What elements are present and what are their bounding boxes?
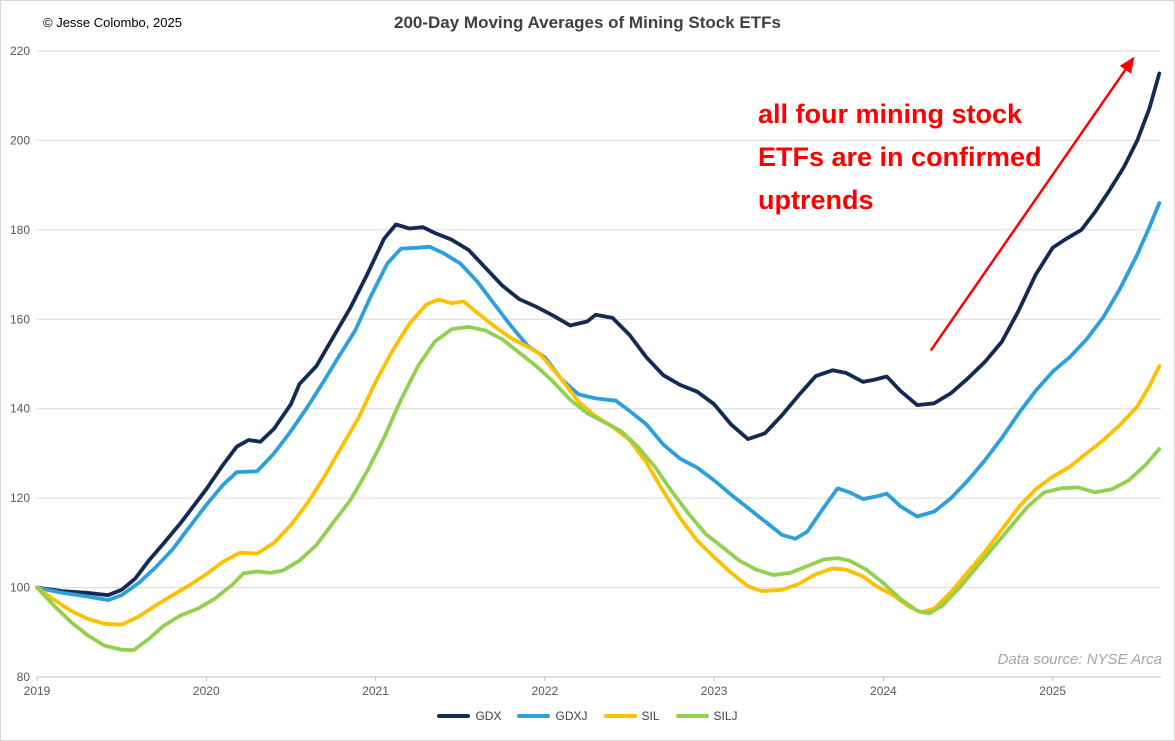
legend-swatch-sil (603, 714, 637, 718)
legend-label: GDXJ (555, 709, 588, 723)
series-line-silj (35, 324, 1162, 653)
legend-item-sil: SIL (603, 709, 660, 723)
x-tick-label: 2019 (24, 684, 51, 698)
copyright-note: © Jesse Colombo, 2025 (43, 15, 182, 30)
y-tick-label: 120 (10, 491, 30, 505)
y-tick-label: 100 (10, 581, 30, 595)
x-tick-label: 2022 (531, 684, 558, 698)
legend-item-gdx: GDX (437, 709, 501, 723)
legend-swatch-silj (675, 714, 709, 718)
y-tick-label: 200 (10, 133, 30, 147)
y-tick-label: 160 (10, 312, 30, 326)
legend-label: SIL (641, 709, 660, 723)
legend-swatch-gdxj (517, 714, 551, 718)
legend-item-silj: SILJ (675, 709, 738, 723)
legend-label: GDX (475, 709, 502, 723)
x-tick-label: 2023 (701, 684, 728, 698)
y-tick-label: 220 (10, 44, 30, 58)
uptrend-arrow (929, 56, 1135, 352)
series-line-sil (35, 297, 1162, 627)
x-tick-label: 2021 (362, 684, 389, 698)
series-line-gdx (35, 71, 1162, 598)
data-source-note: Data source: NYSE Arca (997, 651, 1162, 668)
y-tick-label: 180 (10, 223, 30, 237)
x-tick-label: 2025 (1039, 684, 1066, 698)
legend-item-gdxj: GDXJ (517, 709, 588, 723)
y-tick-label: 80 (17, 670, 31, 684)
legend-swatch-gdx (437, 714, 471, 718)
x-tick-label: 2020 (193, 684, 220, 698)
legend: GDX GDXJ SIL SILJ (1, 709, 1174, 723)
series-line-gdxj (35, 201, 1162, 602)
y-tick-label: 140 (10, 402, 30, 416)
uptrend-annotation: all four mining stock ETFs are in confir… (758, 99, 1042, 215)
x-tick-label: 2024 (870, 684, 897, 698)
chart-title: 200-Day Moving Averages of Mining Stock … (394, 13, 781, 32)
legend-label: SILJ (713, 709, 738, 723)
